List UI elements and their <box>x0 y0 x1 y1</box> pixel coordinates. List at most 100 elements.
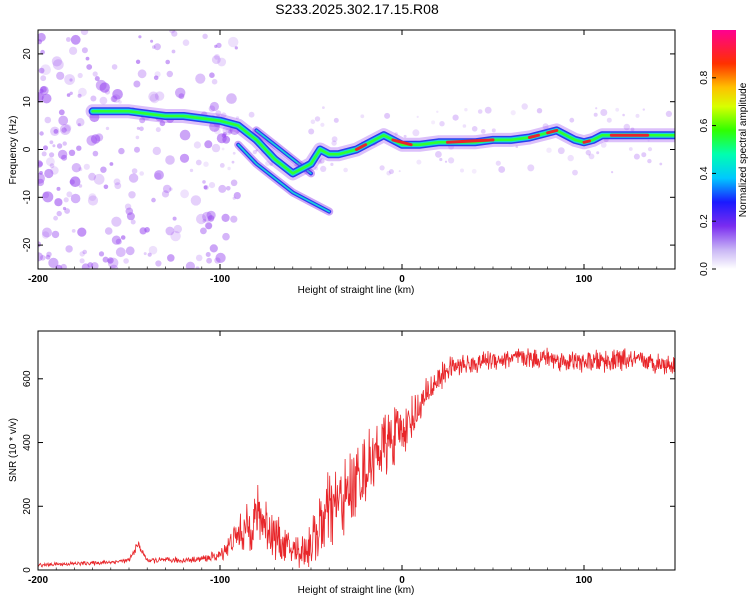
noise-blob <box>68 149 76 156</box>
noise-blob <box>104 227 113 235</box>
noise-blob <box>93 173 105 185</box>
noise-blob <box>53 129 59 134</box>
halo-blob <box>521 103 528 110</box>
noise-blob <box>99 96 108 105</box>
halo-blob <box>319 158 325 164</box>
noise-blob <box>92 150 99 157</box>
ridge-hot-segment <box>582 139 591 144</box>
noise-blob <box>126 212 135 221</box>
noise-blob <box>195 266 200 269</box>
halo-blob <box>546 147 552 153</box>
colorbar-tick-label: 0.6 <box>699 118 710 132</box>
y-tick-label: 0 <box>22 567 33 573</box>
halo-blob <box>221 147 225 151</box>
snr-panel: -200 -100 0 100 0 200 400 600 Height of straigh… <box>8 330 676 596</box>
noise-blob <box>85 56 90 61</box>
halo-blob <box>622 113 625 117</box>
colorbar-tick-label: 0.4 <box>699 166 710 180</box>
noise-blob <box>77 227 87 237</box>
halo-blob <box>536 108 543 114</box>
halo-blob <box>480 129 486 134</box>
noise-blob <box>60 263 67 269</box>
noise-blob <box>92 71 98 77</box>
x-tick-label: 0 <box>399 575 405 586</box>
noise-blob <box>137 69 147 79</box>
halo-blob <box>572 169 578 176</box>
noise-blob <box>133 80 141 88</box>
halo-blob <box>388 169 394 175</box>
noise-blob <box>179 129 191 141</box>
halo-blob <box>596 151 600 155</box>
noise-blob <box>69 176 81 187</box>
noise-blob <box>66 93 71 97</box>
colorbar-label: Normalized spectral amplitude <box>738 82 749 217</box>
halo-blob <box>308 128 315 135</box>
halo-blob <box>665 110 673 117</box>
noise-blob <box>139 117 146 124</box>
noise-blob <box>228 129 233 134</box>
noise-blob <box>162 184 172 194</box>
noise-blob <box>42 227 52 238</box>
noise-blob <box>170 230 181 242</box>
noise-blob <box>64 124 72 132</box>
colorbar-ticks: 0.0 0.2 0.4 0.6 0.8 <box>699 70 716 276</box>
halo-blob <box>635 113 640 118</box>
x-tick-label: -100 <box>210 274 230 285</box>
noise-blob <box>172 216 177 221</box>
halo-blob <box>225 127 232 134</box>
noise-blob <box>76 145 82 151</box>
halo-blob <box>557 147 565 155</box>
noise-blob <box>211 143 221 153</box>
noise-blob <box>79 251 85 257</box>
noise-blob <box>43 145 48 151</box>
halo-blob <box>471 126 478 132</box>
noise-blob <box>195 254 203 262</box>
halo-blob <box>595 107 598 110</box>
halo-blob <box>585 149 591 156</box>
noise-blob <box>56 143 63 149</box>
noise-blob <box>202 33 208 39</box>
noise-blob <box>131 168 138 174</box>
noise-blob <box>113 178 121 186</box>
noise-blob <box>195 73 206 84</box>
halo-blob <box>384 112 391 119</box>
noise-blob <box>154 170 164 180</box>
noise-blob <box>40 254 46 261</box>
halo-blob <box>498 166 506 173</box>
noise-blob <box>78 87 87 97</box>
halo-blob <box>611 171 614 174</box>
noise-blob <box>81 263 90 269</box>
figure-title: S233.2025.302.17.15.R08 <box>275 1 439 17</box>
noise-blob <box>135 59 141 64</box>
noise-blob <box>54 198 63 207</box>
snr-xlabel: Height of straight line (km) <box>298 585 415 596</box>
noise-blob <box>109 264 119 269</box>
noise-blob <box>65 245 73 253</box>
halo-blob <box>403 134 407 138</box>
halo-blob <box>448 157 455 164</box>
noise-blob <box>150 39 154 43</box>
noise-blob <box>138 35 142 39</box>
noise-blob <box>40 64 51 75</box>
noise-blob <box>77 93 82 98</box>
halo-blob <box>439 157 443 162</box>
y-tick-label: 10 <box>22 96 33 108</box>
noise-blob <box>128 173 139 183</box>
spectrogram-ylabel: Frequency (Hz) <box>8 116 19 185</box>
noise-blob <box>128 191 136 199</box>
noise-blob <box>44 168 54 179</box>
noise-blob <box>230 215 238 223</box>
x-tick-label: 0 <box>399 274 405 285</box>
halo-blob <box>255 149 258 152</box>
noise-blob <box>64 74 75 85</box>
noise-blob <box>171 49 176 54</box>
halo-blob <box>203 161 209 167</box>
y-tick-label: 400 <box>22 434 33 451</box>
noise-blob <box>148 245 158 255</box>
halo-blob <box>588 153 595 160</box>
noise-blob <box>185 261 195 269</box>
noise-blob <box>62 206 67 211</box>
noise-blob <box>45 254 51 260</box>
noise-blob <box>70 34 81 45</box>
